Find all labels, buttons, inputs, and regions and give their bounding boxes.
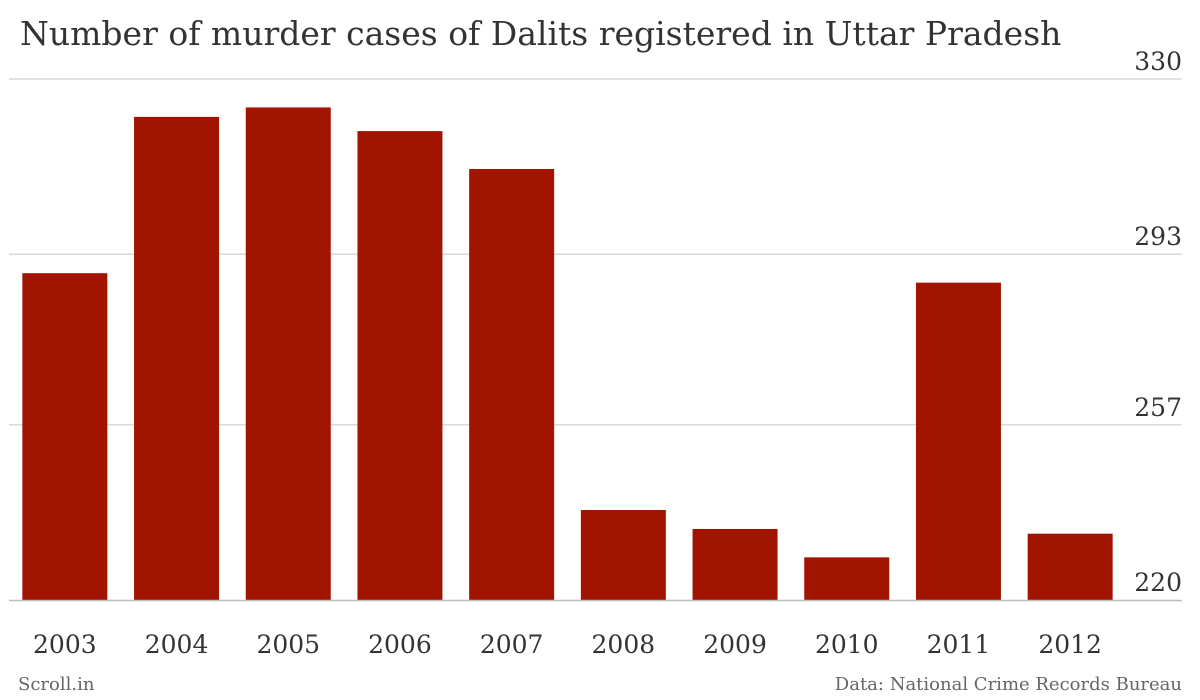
data-source: Data: National Crime Records Bureau [834,674,1182,695]
x-tick-label: 2003 [33,630,97,659]
x-tick-label: 2005 [256,630,320,659]
bar-2004 [134,116,220,601]
y-tick-label: 220 [1134,568,1182,597]
bar-2006 [357,131,443,600]
y-tick-label: 330 [1134,47,1182,76]
bar-2012 [1027,533,1113,600]
bar-2011 [915,282,1001,600]
x-tick-label: 2004 [145,630,209,659]
y-tick-label: 257 [1134,393,1182,422]
x-tick-label: 2010 [815,630,879,659]
x-tick-label: 2006 [368,630,432,659]
source-credit: Scroll.in [18,674,95,695]
bar-2010 [804,557,890,600]
bar-2007 [469,168,555,600]
bars [22,107,1113,601]
x-tick-label: 2007 [480,630,544,659]
chart-title: Number of murder cases of Dalits registe… [20,14,1062,53]
bar-2003 [22,273,108,600]
bar-2009 [692,528,778,600]
bar-2005 [245,107,331,600]
x-tick-label: 2008 [592,630,656,659]
x-tick-label: 2012 [1038,630,1102,659]
bar-2008 [580,510,666,600]
y-axis-labels: 220 257 293 330 [1134,47,1182,597]
x-tick-label: 2011 [927,630,991,659]
x-axis-labels: 2003 2004 2005 2006 2007 2008 2009 2010 2011 2012 [33,630,1102,659]
x-tick-label: 2009 [703,630,767,659]
y-tick-label: 293 [1134,222,1182,251]
